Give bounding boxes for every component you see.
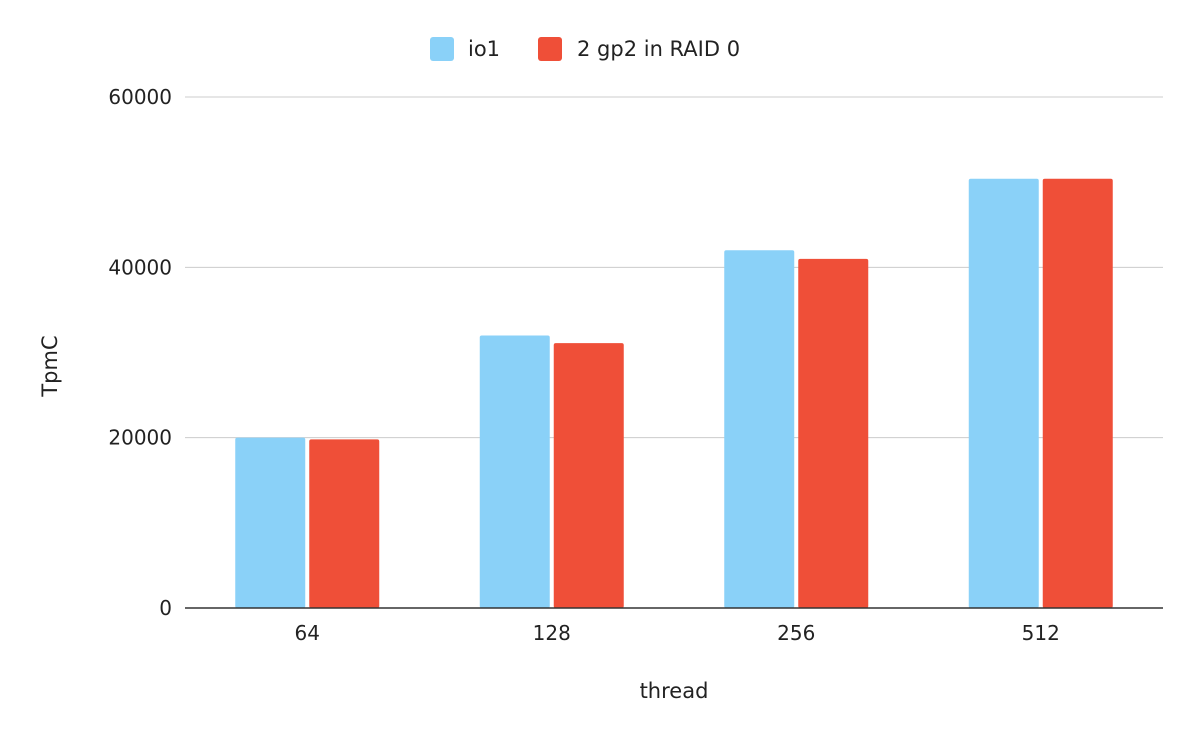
y-tick-label: 40000 xyxy=(108,255,172,279)
bar-io1-128 xyxy=(479,335,550,608)
x-tick-label: 128 xyxy=(533,621,571,645)
y-tick-label: 60000 xyxy=(108,85,172,109)
y-axis-title: TpmC xyxy=(38,335,62,397)
x-tick-label: 64 xyxy=(295,621,320,645)
bar-gp2-raid0-512 xyxy=(1042,178,1113,608)
bar-io1-256 xyxy=(724,250,795,609)
bar-gp2-raid0-256 xyxy=(798,258,869,608)
legend-item-io1: io1 xyxy=(430,37,500,61)
legend-swatch-io1 xyxy=(430,37,454,61)
legend-label-io1: io1 xyxy=(468,37,500,61)
y-tick-label: 20000 xyxy=(108,426,172,450)
legend-item-gp2-raid0: 2 gp2 in RAID 0 xyxy=(538,37,740,61)
x-tick-label: 512 xyxy=(1022,621,1060,645)
x-tick-labels: 64 128 256 512 xyxy=(295,621,1060,645)
bars xyxy=(235,178,1113,609)
bar-gp2-raid0-64 xyxy=(309,439,380,608)
x-axis-title: thread xyxy=(640,679,709,703)
y-tick-labels: 0 20000 40000 60000 xyxy=(108,85,172,620)
x-tick-label: 256 xyxy=(777,621,815,645)
bar-gp2-raid0-128 xyxy=(553,343,624,608)
legend-swatch-gp2-raid0 xyxy=(538,37,562,61)
bar-io1-512 xyxy=(968,178,1039,608)
legend: io1 2 gp2 in RAID 0 xyxy=(430,37,740,61)
legend-label-gp2-raid0: 2 gp2 in RAID 0 xyxy=(577,37,740,61)
bar-io1-64 xyxy=(235,437,306,608)
y-tick-label: 0 xyxy=(159,596,172,620)
